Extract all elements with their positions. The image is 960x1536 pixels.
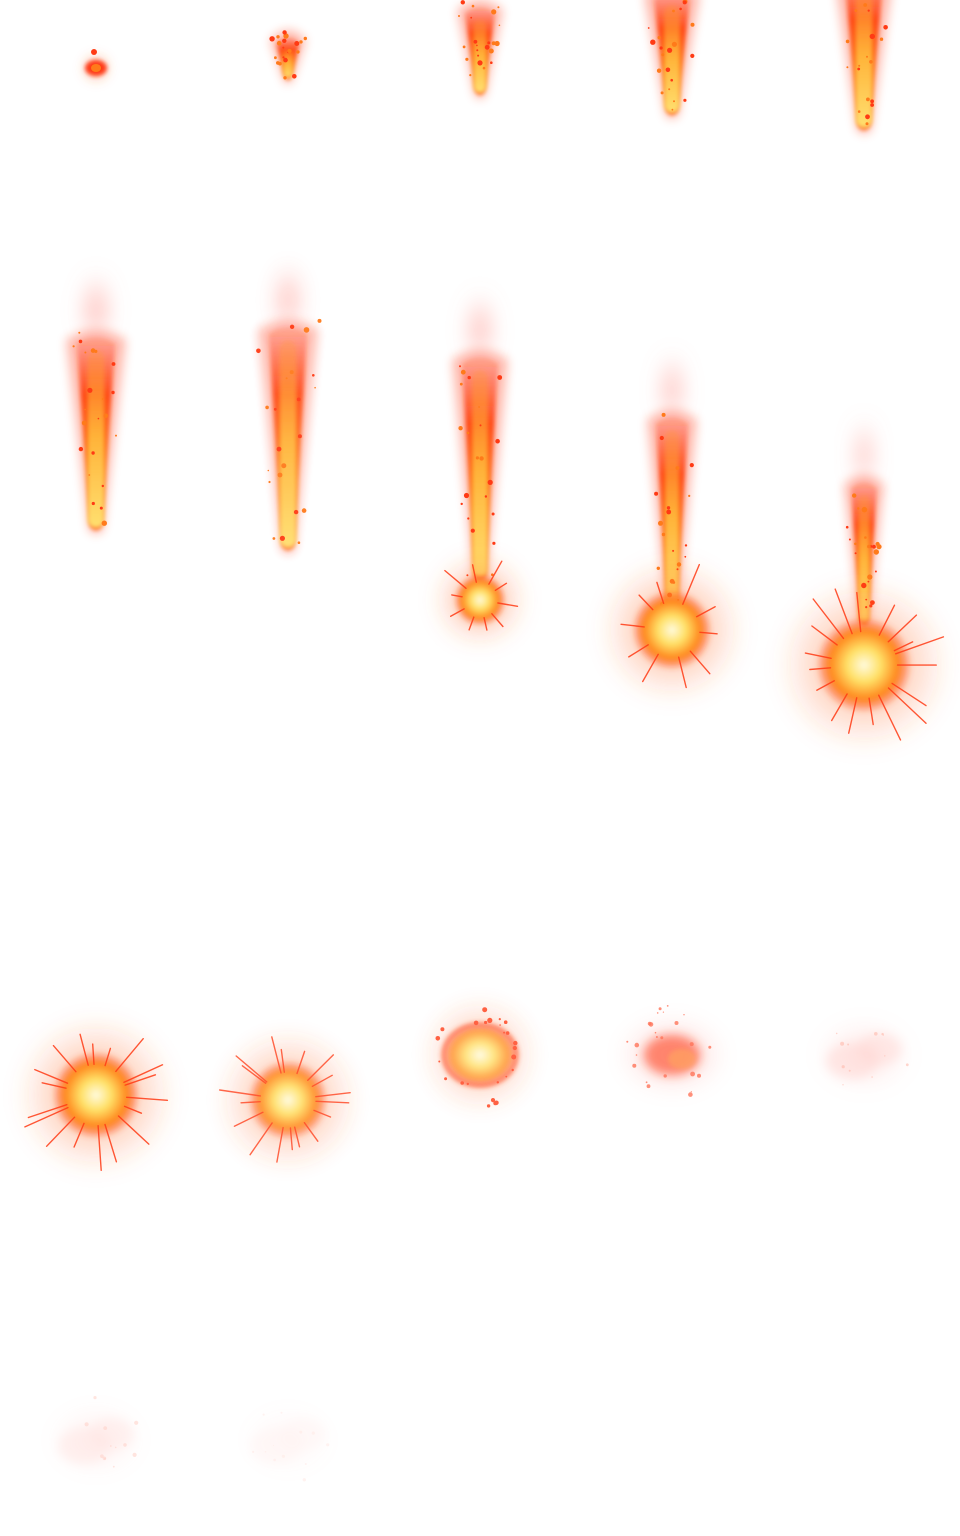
- sprite-frame-7: [256, 260, 322, 554]
- sprite-frame-5: [837, 0, 891, 134]
- sprite-frame-15: [814, 1017, 914, 1093]
- sprite-frame-10: [777, 415, 951, 752]
- sprite-frame-6: [66, 270, 126, 534]
- sprite-frame-12: [216, 1028, 360, 1172]
- sprite-frame-11: [16, 1015, 176, 1175]
- sprite-frame-9: [600, 350, 744, 702]
- sprite-frame-16: [46, 1396, 146, 1478]
- sprite-frame-17: [238, 1402, 338, 1482]
- sprite-frame-13: [422, 997, 538, 1113]
- sprite-frame-3: [457, 0, 503, 99]
- sprite-frame-14: [617, 1005, 727, 1097]
- sprite-frame-8: [433, 290, 527, 647]
- sprite-frame-2: [269, 30, 307, 84]
- sprite-frame-4: [644, 0, 700, 119]
- sprite-frame-1: [80, 49, 112, 84]
